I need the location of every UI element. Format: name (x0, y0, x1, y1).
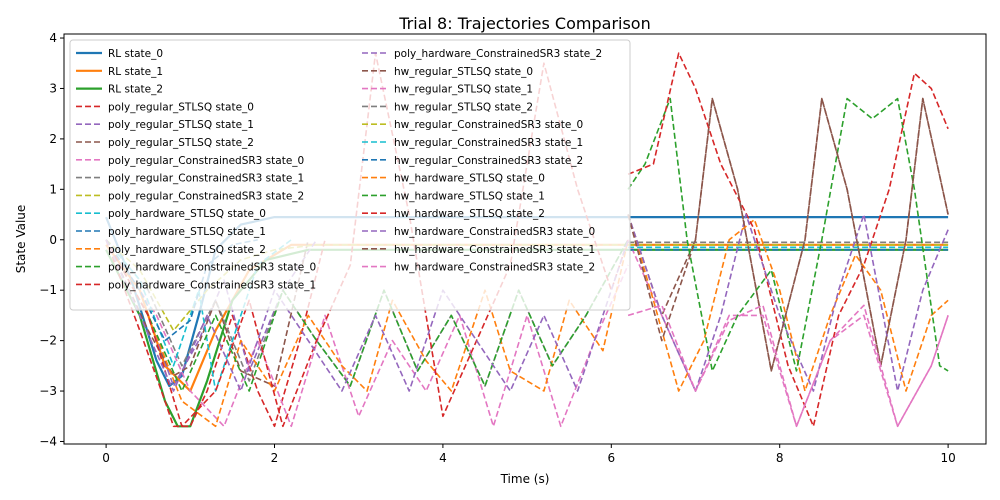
legend-label: hw_regular_ConstrainedSR3 state_1 (394, 137, 583, 149)
y-tick-label: 4 (49, 31, 57, 45)
x-tick-label: 2 (271, 451, 279, 465)
series-line-22 (627, 97, 949, 372)
legend-label: hw_regular_STLSQ state_2 (394, 101, 533, 113)
legend-label: hw_regular_STLSQ state_1 (394, 84, 533, 96)
x-tick-label: 6 (607, 451, 615, 465)
y-tick-label: −2 (39, 334, 57, 348)
series-line-14 (105, 239, 629, 392)
series-line-25 (627, 97, 949, 372)
x-axis-label: Time (s) (500, 472, 550, 486)
series-line-11 (105, 239, 629, 428)
x-tick-label: 8 (776, 451, 784, 465)
y-tick-label: 2 (49, 132, 57, 146)
legend-label: hw_hardware_STLSQ state_1 (394, 190, 545, 202)
legend-label: poly_regular_ConstrainedSR3 state_0 (108, 155, 304, 167)
series-line-3 (105, 239, 326, 428)
legend-label: hw_hardware_STLSQ state_2 (394, 208, 545, 220)
chart-title: Trial 8: Trajectories Comparison (398, 14, 650, 33)
legend-label: poly_regular_ConstrainedSR3 state_1 (108, 173, 304, 185)
legend-label: RL state_1 (108, 66, 163, 78)
legend-label: hw_hardware_ConstrainedSR3 state_2 (394, 262, 595, 274)
legend-label: hw_hardware_STLSQ state_0 (394, 173, 545, 185)
y-tick-label: −3 (39, 384, 57, 398)
y-tick-label: −1 (39, 283, 57, 297)
x-axis: 0 2 4 6 8 10 (102, 444, 956, 465)
legend-box (69, 39, 631, 311)
legend-label: poly_hardware_ConstrainedSR3 state_1 (108, 279, 316, 291)
legend-label: RL state_2 (108, 84, 163, 96)
y-tick-label: 1 (49, 182, 57, 196)
series-line-6 (105, 239, 629, 428)
legend-label: poly_hardware_STLSQ state_0 (108, 208, 266, 220)
legend-label: poly_regular_STLSQ state_1 (108, 119, 254, 131)
y-tick-label: −4 (39, 434, 57, 448)
legend-label: hw_hardware_ConstrainedSR3 state_1 (394, 244, 595, 256)
legend-label: poly_hardware_ConstrainedSR3 state_0 (108, 262, 316, 274)
x-tick-label: 0 (102, 451, 110, 465)
x-tick-label: 4 (439, 451, 447, 465)
legend-label: poly_regular_STLSQ state_2 (108, 137, 254, 149)
series-line-21 (627, 214, 949, 392)
legend-label: RL state_0 (108, 48, 163, 60)
y-tick-label: 0 (49, 233, 57, 247)
legend-label: poly_regular_STLSQ state_0 (108, 101, 254, 113)
y-tick-label: 3 (49, 81, 57, 95)
legend-label: poly_hardware_STLSQ state_1 (108, 226, 266, 238)
series-line-23 (627, 52, 949, 428)
legend-label: hw_regular_ConstrainedSR3 state_2 (394, 155, 583, 167)
y-axis: −4 −3 −2 −1 0 1 2 3 4 (39, 31, 64, 448)
legend: RL state_0 RL state_1 RL state_2 poly_regul… (69, 39, 631, 311)
plot-frame (63, 33, 987, 445)
legend-label: hw_hardware_ConstrainedSR3 state_0 (394, 226, 595, 238)
legend-label: poly_regular_ConstrainedSR3 state_2 (108, 190, 304, 202)
legend-label: poly_hardware_ConstrainedSR3 state_2 (394, 48, 602, 60)
series-line-26 (627, 304, 949, 428)
x-tick-label: 10 (940, 451, 955, 465)
legend-label: hw_regular_STLSQ state_0 (394, 66, 533, 78)
legend-label: hw_regular_ConstrainedSR3 state_0 (394, 119, 583, 131)
series-line-12 (105, 239, 629, 392)
legend-label: poly_hardware_STLSQ state_2 (108, 244, 266, 256)
y-axis-label: State Value (14, 205, 28, 274)
